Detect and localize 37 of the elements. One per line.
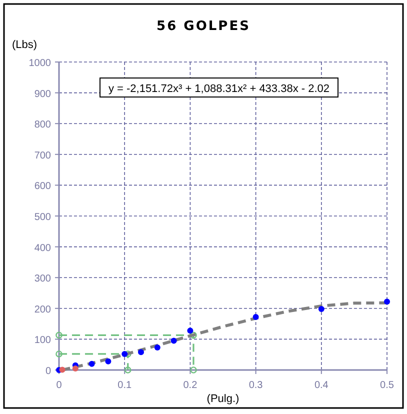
y-tick-label: 500	[34, 212, 52, 223]
point	[124, 366, 132, 374]
point	[384, 298, 390, 305]
y-tick-label: 700	[34, 150, 52, 162]
y-tick-label: 100	[34, 335, 52, 346]
x-tick-label: 0.5	[380, 380, 394, 391]
x-axis-title: (Pulg.)	[206, 393, 240, 405]
point	[56, 350, 62, 358]
y-tick-label: 800	[34, 120, 52, 131]
y-tick-label: 300	[34, 274, 52, 285]
y-tick-label: 900	[34, 88, 52, 100]
x-tick-label: 0	[56, 380, 62, 391]
point	[72, 365, 78, 372]
x-tick-label: 0.2	[183, 380, 198, 391]
y-axis-title: (Lbs)	[12, 39, 38, 51]
point	[138, 349, 144, 356]
point	[154, 344, 160, 351]
point	[190, 332, 197, 339]
point	[252, 314, 259, 320]
y-tick-label: 1000	[28, 58, 52, 69]
y-tick-label: 200	[34, 304, 52, 316]
point	[56, 332, 62, 339]
point	[105, 358, 112, 364]
point	[122, 350, 128, 357]
y-tick-label: 0	[45, 366, 52, 377]
chart-title: 56 GOLPES	[156, 19, 250, 34]
annotation: y = -2,151.72x³ + 1,088.31x² + 433.38x - 2.02	[108, 83, 330, 95]
point	[190, 366, 197, 374]
x-tick-label: 0.3	[248, 380, 264, 391]
y-tick-label: 600	[34, 181, 52, 192]
point	[170, 338, 177, 344]
x-tick-label: 0.4	[314, 380, 329, 391]
point	[187, 328, 194, 334]
x-tick-label: 0.1	[118, 380, 132, 391]
point	[318, 306, 324, 312]
point	[88, 360, 95, 367]
y-tick-label: 400	[34, 242, 52, 254]
